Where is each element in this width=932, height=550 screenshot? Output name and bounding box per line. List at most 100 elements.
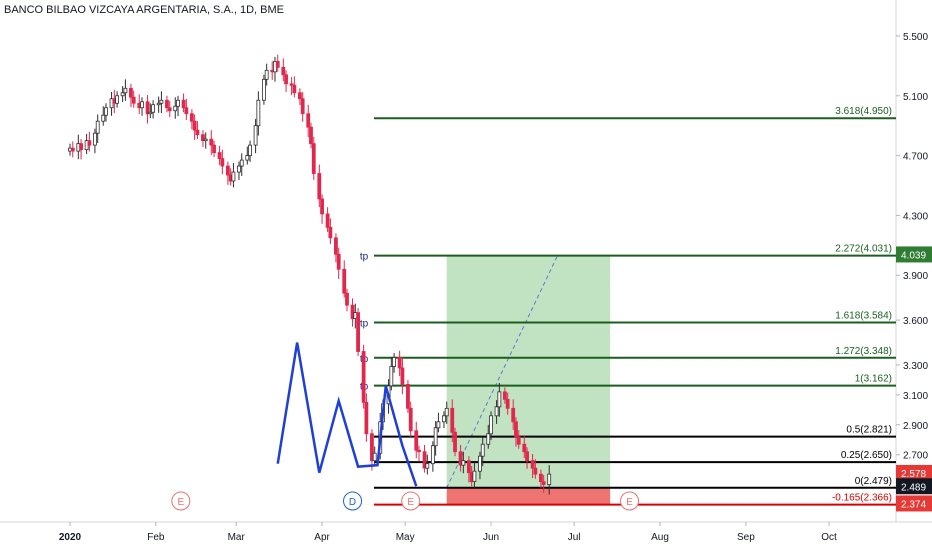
candle-body <box>104 107 108 116</box>
price-badge <box>896 478 932 495</box>
x-tick-label: Mar <box>228 532 246 543</box>
candle-body <box>505 398 510 409</box>
fib-level-label: -0.165(2.366) <box>832 493 892 504</box>
candle-body <box>522 443 527 453</box>
candle-body <box>397 357 402 369</box>
candle-body <box>231 171 236 182</box>
tp-label: tp <box>360 252 369 263</box>
price-badge-label: 4.039 <box>901 250 926 261</box>
candle-body <box>275 60 280 68</box>
candle-body <box>239 159 244 167</box>
chart-title: BANCO BILBAO VIZCAYA ARGENTARIA, S.A., 1… <box>4 4 284 16</box>
candle-body <box>514 421 518 438</box>
candle-body <box>317 173 322 200</box>
candle-body <box>533 467 538 475</box>
candle-body <box>392 357 396 367</box>
candle-body <box>159 99 164 104</box>
candle-body <box>334 237 338 255</box>
candle-body <box>220 158 225 167</box>
candle-body <box>212 144 216 153</box>
event-marker-label: E <box>626 497 633 508</box>
x-tick-label: Oct <box>821 532 837 543</box>
candle-body <box>120 92 125 97</box>
candle-body <box>453 431 457 453</box>
candle-body <box>422 451 427 469</box>
candle-body <box>466 460 471 474</box>
candle-body <box>478 455 482 472</box>
x-tick-label: Aug <box>651 532 669 543</box>
price-badge <box>896 246 932 263</box>
candle-body <box>547 473 552 486</box>
candle-body <box>300 98 305 115</box>
candle-body <box>151 104 156 113</box>
candle-body <box>176 99 180 107</box>
candle-body <box>115 95 119 104</box>
event-marker-label: D <box>349 497 356 508</box>
candle-body <box>350 304 355 320</box>
candle-body <box>261 78 266 101</box>
event-marker <box>620 491 640 511</box>
fib-level-label: 2.272(4.031) <box>835 244 892 255</box>
candle-body <box>328 226 333 239</box>
x-tick-label: Apr <box>314 532 330 543</box>
y-tick-label: 4.700 <box>903 152 928 163</box>
fib-level-label: 1.618(3.584) <box>835 310 892 321</box>
candle-body <box>472 470 477 483</box>
y-tick-label: 3.300 <box>903 361 928 372</box>
candle-body <box>201 134 205 142</box>
fib-level-label: 3.618(4.950) <box>835 106 892 117</box>
candle-body <box>156 102 161 106</box>
candle-body <box>530 460 535 469</box>
candle-body <box>516 436 521 445</box>
candle-body <box>406 384 410 409</box>
candle-body <box>184 107 189 115</box>
candle-body <box>389 366 394 387</box>
candle-body <box>292 84 297 94</box>
candle-body <box>253 125 258 146</box>
candle-body <box>123 87 128 94</box>
x-tick-label: 2020 <box>59 532 82 543</box>
candle-body <box>436 421 441 429</box>
candle-body <box>189 113 194 122</box>
price-badge-label: 2.489 <box>901 482 926 493</box>
candle-body <box>442 415 446 423</box>
y-tick-label: 5.100 <box>903 92 928 103</box>
price-badge <box>896 464 932 481</box>
harmonic-pattern-line <box>276 342 418 487</box>
candle-body <box>494 406 499 417</box>
profit-zone <box>446 255 611 488</box>
y-tick-label: 2.900 <box>903 421 928 432</box>
price-badge-label: 2.578 <box>901 469 926 480</box>
candle-body <box>140 101 144 109</box>
candle-body <box>450 407 455 433</box>
price-badge-label: 2.374 <box>901 499 926 510</box>
candle-body <box>539 473 543 483</box>
candle-body <box>309 126 313 145</box>
candle-body <box>408 407 413 432</box>
candle-body <box>245 155 250 161</box>
event-marker-label: E <box>177 497 184 508</box>
candle-body <box>525 451 529 462</box>
candle-body <box>167 107 172 112</box>
candle-body <box>336 253 341 270</box>
candle-body <box>433 427 438 447</box>
candle-body <box>195 129 200 136</box>
event-marker <box>401 491 421 511</box>
candle-body <box>361 351 366 403</box>
tp-label: tp <box>360 318 369 329</box>
candle-body <box>502 391 507 400</box>
candle-body <box>93 132 97 146</box>
y-tick-label: 2.700 <box>903 451 928 462</box>
candle-body <box>372 452 377 462</box>
candle-body <box>79 143 83 151</box>
projection-line <box>446 255 558 488</box>
fib-level-label: 1.272(3.348) <box>835 346 892 357</box>
x-tick-label: Jul <box>568 532 581 543</box>
y-tick-label: 5.500 <box>903 32 928 43</box>
candle-body <box>306 113 311 128</box>
candle-body <box>95 120 100 134</box>
candle-body <box>461 460 466 466</box>
x-tick-label: Feb <box>147 532 165 543</box>
candle-body <box>480 443 485 457</box>
